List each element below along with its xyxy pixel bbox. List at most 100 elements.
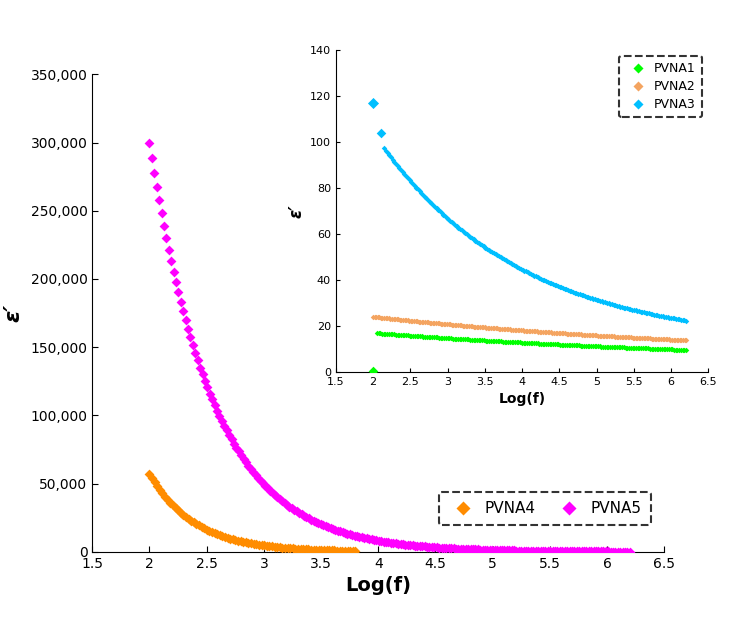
Point	[505, 259, 517, 268]
Point	[414, 187, 426, 197]
Point	[523, 338, 535, 348]
Point	[589, 330, 601, 340]
Point	[289, 505, 300, 515]
Point	[599, 298, 611, 308]
Point	[515, 326, 527, 335]
Point	[449, 220, 461, 230]
Point	[266, 541, 277, 551]
Point	[511, 546, 523, 556]
Point	[219, 532, 231, 542]
Point	[647, 343, 659, 353]
Point	[500, 255, 511, 265]
Point	[530, 546, 542, 556]
Point	[399, 330, 410, 340]
Point	[639, 334, 651, 343]
Point	[515, 264, 527, 274]
Point	[385, 538, 397, 547]
Point	[607, 342, 619, 352]
Point	[478, 335, 490, 345]
Point	[496, 324, 508, 334]
Point	[213, 411, 225, 421]
Point	[670, 345, 682, 355]
Point	[272, 542, 283, 552]
Point	[467, 544, 479, 554]
Point	[572, 329, 584, 339]
Point	[427, 200, 439, 210]
Point	[508, 546, 520, 556]
Point	[471, 237, 483, 247]
Point	[549, 546, 561, 556]
Point	[462, 544, 474, 554]
Point	[193, 521, 205, 531]
Point	[262, 483, 274, 493]
Point	[430, 332, 441, 342]
Point	[493, 251, 505, 261]
Point	[469, 335, 481, 345]
Point	[393, 314, 404, 324]
Point	[438, 319, 449, 329]
Point	[528, 326, 539, 336]
Point	[584, 341, 596, 351]
Point	[543, 327, 555, 337]
Point	[296, 510, 308, 520]
Point	[221, 425, 232, 435]
Point	[481, 335, 493, 345]
Point	[463, 321, 475, 331]
Point	[635, 333, 646, 343]
Point	[368, 535, 380, 545]
Point	[621, 303, 633, 313]
Point	[617, 547, 629, 557]
Point	[573, 340, 585, 350]
Point	[600, 546, 612, 556]
Point	[556, 340, 568, 350]
Point	[397, 539, 409, 549]
Point	[539, 327, 551, 337]
Point	[443, 543, 455, 553]
Point	[652, 334, 663, 344]
Point	[545, 327, 556, 337]
Point	[560, 285, 572, 294]
Point	[668, 335, 680, 345]
Point	[452, 544, 464, 554]
Point	[387, 329, 399, 339]
Point	[392, 330, 404, 340]
Point	[469, 322, 481, 332]
Point	[375, 312, 387, 322]
Point	[397, 330, 409, 340]
Point	[435, 319, 446, 329]
Point	[551, 339, 562, 349]
Point	[349, 531, 361, 541]
Point	[646, 309, 658, 319]
Point	[426, 332, 438, 342]
Point	[535, 274, 547, 284]
Point	[615, 302, 627, 312]
Point	[454, 321, 466, 330]
Point	[313, 545, 325, 555]
Point	[574, 290, 586, 299]
Point	[266, 488, 278, 498]
Point	[608, 332, 620, 342]
Point	[382, 538, 394, 547]
Point	[485, 323, 497, 333]
Point	[494, 324, 506, 334]
Point	[677, 315, 689, 325]
Point	[146, 474, 158, 484]
Point	[487, 323, 499, 333]
Point	[542, 277, 554, 286]
Point	[387, 154, 399, 164]
Point	[476, 241, 488, 250]
Point	[576, 290, 587, 300]
Point	[240, 458, 252, 467]
Point	[545, 546, 556, 556]
Point	[666, 345, 678, 355]
Point	[468, 335, 480, 345]
Point	[527, 270, 539, 280]
Point	[300, 512, 312, 522]
Point	[643, 334, 655, 343]
Point	[644, 334, 656, 343]
Point	[235, 536, 246, 546]
Point	[525, 546, 537, 556]
Point	[424, 542, 435, 552]
Point	[623, 304, 635, 314]
Point	[351, 531, 363, 541]
